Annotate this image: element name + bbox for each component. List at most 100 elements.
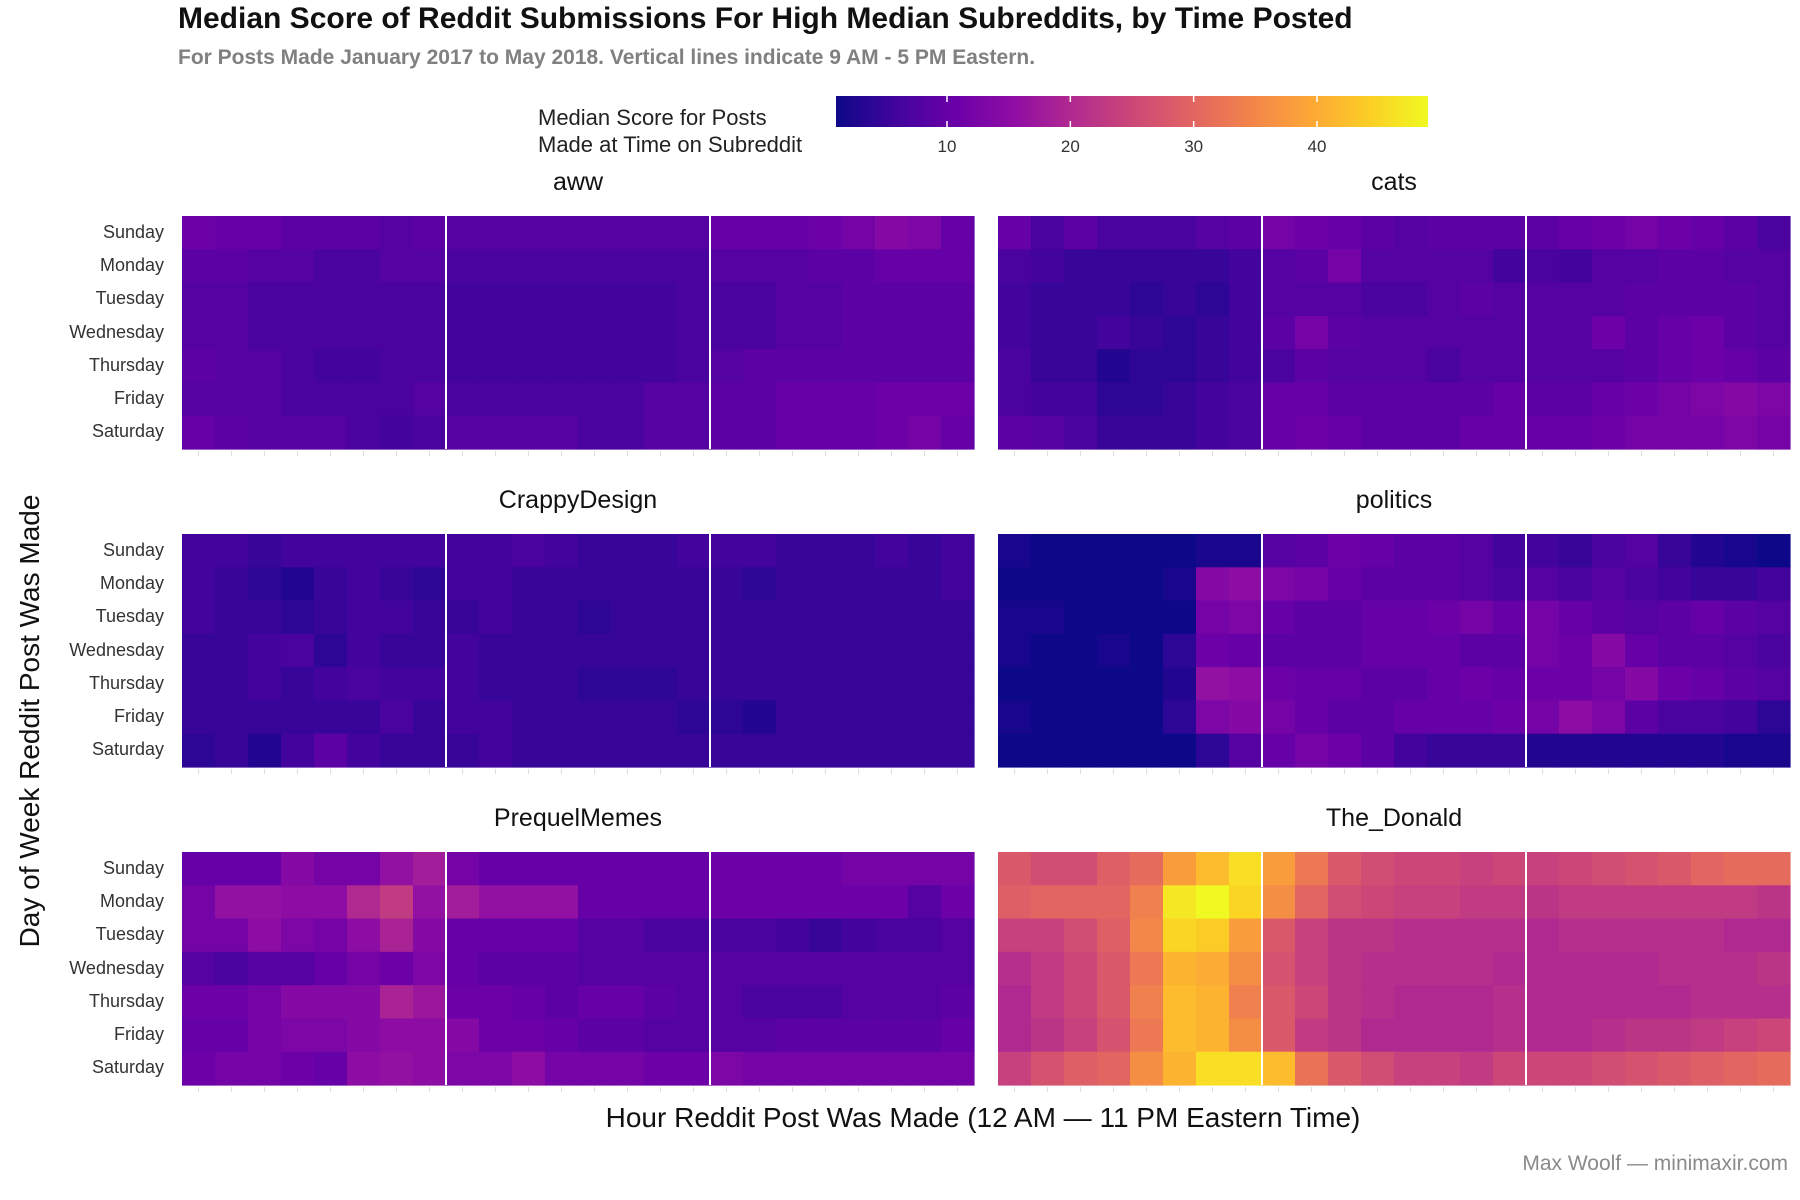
heatmap-cell: [1229, 852, 1263, 886]
heatmap-cell: [1460, 216, 1494, 250]
heatmap-cell: [545, 951, 579, 986]
heatmap-cell: [842, 667, 876, 702]
heatmap-cell: [1262, 951, 1296, 986]
heatmap-cell: [710, 282, 744, 317]
heatmap-cell: [215, 1018, 249, 1053]
heatmap-cell: [1460, 600, 1494, 635]
heatmap-cell: [1064, 315, 1098, 350]
heatmap-cell: [248, 315, 282, 350]
heatmap-cell: [479, 1018, 513, 1053]
heatmap-cell: [1097, 315, 1131, 350]
heatmap-cell: [479, 534, 513, 568]
heatmap-cell: [215, 852, 249, 886]
heatmap-cell: [380, 633, 414, 668]
heatmap-cell: [479, 567, 513, 602]
heatmap-cell: [1295, 633, 1329, 668]
heatmap-cell: [314, 600, 348, 635]
heatmap-cell: [1658, 951, 1692, 986]
heatmap-cell: [512, 951, 546, 986]
heatmap-cell: [578, 852, 612, 886]
heatmap-cell: [1229, 885, 1263, 920]
heatmap-cell: [1559, 415, 1593, 450]
heatmap-cell: [1394, 1051, 1428, 1086]
heatmap-cell: [1328, 1051, 1362, 1086]
heatmap-cell: [1163, 700, 1197, 735]
heatmap-cell: [512, 600, 546, 635]
heatmap-cell: [1559, 1051, 1593, 1086]
heatmap-cell: [710, 415, 744, 450]
heatmap-cell: [1757, 534, 1791, 568]
heatmap-cell: [1526, 1018, 1560, 1053]
heatmap-cell: [380, 918, 414, 953]
heatmap-cell: [182, 382, 216, 417]
heatmap-cell: [248, 349, 282, 384]
heatmap-cell: [1493, 216, 1527, 250]
heatmap-cell: [1361, 918, 1395, 953]
heatmap-cell: [281, 885, 315, 920]
heatmap-cell: [1526, 216, 1560, 250]
heatmap-cell: [1460, 1018, 1494, 1053]
heatmap-cell: [1460, 885, 1494, 920]
heatmap-cell: [875, 1051, 909, 1086]
heatmap-cell: [215, 733, 249, 768]
heatmap-cell: [1328, 918, 1362, 953]
heatmap-cell: [578, 415, 612, 450]
heatmap-cell: [413, 415, 447, 450]
heatmap-panel-politics: [998, 534, 1791, 774]
heatmap-cell: [611, 667, 645, 702]
heatmap-cell: [908, 852, 942, 886]
heatmap-cell: [1361, 534, 1395, 568]
heatmap-cell: [1229, 700, 1263, 735]
heatmap-cell: [1163, 249, 1197, 284]
heatmap-cell: [479, 600, 513, 635]
heatmap-cell: [1328, 600, 1362, 635]
heatmap-cell: [215, 249, 249, 284]
heatmap-cell: [1493, 315, 1527, 350]
heatmap-cell: [1658, 733, 1692, 768]
heatmap-cell: [545, 382, 579, 417]
heatmap-cell: [413, 918, 447, 953]
heatmap-cell: [545, 349, 579, 384]
heatmap-cell: [1658, 633, 1692, 668]
heatmap-cell: [1394, 315, 1428, 350]
heatmap-cell: [1526, 633, 1560, 668]
heatmap-cell: [908, 700, 942, 735]
heatmap-cell: [743, 282, 777, 317]
heatmap-cell: [1592, 1018, 1626, 1053]
heatmap-panel-CrappyDesign: [182, 534, 975, 774]
heatmap-cell: [743, 349, 777, 384]
heatmap-cell: [1295, 852, 1329, 886]
heatmap-cell: [314, 918, 348, 953]
heatmap-cell: [842, 918, 876, 953]
heatmap-cell: [380, 249, 414, 284]
heatmap-cell: [1262, 534, 1296, 568]
heatmap-cell: [1097, 852, 1131, 886]
heatmap-cell: [644, 282, 678, 317]
heatmap-cell: [479, 282, 513, 317]
heatmap-cell: [710, 600, 744, 635]
heatmap-cell: [182, 885, 216, 920]
heatmap-cell: [875, 282, 909, 317]
heatmap-cell: [1097, 1051, 1131, 1086]
heatmap-cell: [380, 567, 414, 602]
heatmap-cell: [1097, 667, 1131, 702]
heatmap-cell: [1625, 382, 1659, 417]
heatmap-cell: [677, 415, 711, 450]
heatmap-cell: [578, 349, 612, 384]
heatmap-cell: [908, 282, 942, 317]
heatmap-cell: [479, 985, 513, 1020]
heatmap-cell: [941, 852, 975, 886]
heatmap-cell: [611, 985, 645, 1020]
heatmap-cell: [875, 567, 909, 602]
heatmap-cell: [644, 382, 678, 417]
heatmap-cell: [776, 1018, 810, 1053]
heatmap-cell: [1493, 733, 1527, 768]
heatmap-cell: [1229, 1018, 1263, 1053]
heatmap-cell: [1196, 1051, 1230, 1086]
heatmap-cell: [1031, 282, 1065, 317]
day-label: Thursday: [88, 354, 164, 375]
heatmap-panel-The_Donald: [998, 852, 1791, 1092]
heatmap-cell: [908, 1051, 942, 1086]
heatmap-cell: [1559, 249, 1593, 284]
heatmap-cell: [1064, 600, 1098, 635]
